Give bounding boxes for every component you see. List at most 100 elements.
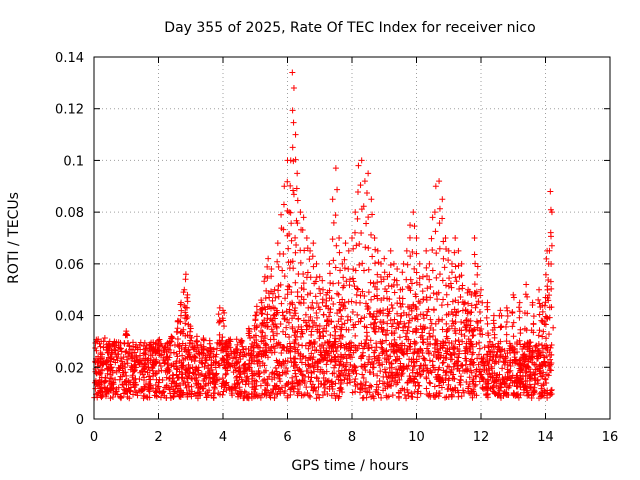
- data-point-band: [350, 324, 357, 331]
- x-axis-label: GPS time / hours: [291, 458, 408, 474]
- data-point-band: [251, 381, 258, 388]
- data-point: [271, 286, 278, 293]
- data-point-band: [489, 370, 496, 377]
- data-point-band: [450, 349, 457, 356]
- data-point-band: [213, 358, 220, 365]
- data-point-band: [382, 385, 389, 392]
- data-point-band: [216, 362, 223, 369]
- data-point: [339, 260, 346, 267]
- data-point-band: [195, 381, 202, 388]
- data-point-band: [108, 382, 115, 389]
- data-point-band: [157, 394, 164, 401]
- data-point-band: [240, 362, 247, 369]
- data-point-streak: [361, 293, 368, 300]
- data-point-band: [129, 339, 136, 346]
- data-point-band: [450, 387, 457, 394]
- data-point-band: [270, 343, 277, 350]
- data-point-streak: [351, 283, 358, 290]
- data-point-streak: [323, 322, 330, 329]
- data-point-band: [244, 373, 251, 380]
- data-point-band: [479, 358, 486, 365]
- data-point-streak: [411, 223, 418, 230]
- data-point: [410, 209, 417, 216]
- data-point-band: [306, 339, 313, 346]
- data-point-band: [151, 392, 158, 399]
- data-point-band: [238, 376, 245, 383]
- data-point-streak: [474, 271, 481, 278]
- data-point-band: [257, 382, 264, 389]
- data-point: [129, 364, 136, 371]
- data-point-streak: [425, 306, 432, 313]
- data-point-band: [222, 381, 229, 388]
- data-point-band: [330, 348, 337, 355]
- data-point-band: [242, 389, 249, 396]
- data-point-band: [291, 307, 298, 314]
- data-point-streak: [155, 337, 162, 344]
- data-point: [292, 131, 299, 138]
- data-point: [258, 299, 265, 306]
- data-point-band: [337, 344, 344, 351]
- data-point-band: [166, 386, 173, 393]
- data-point-band: [415, 388, 422, 395]
- data-point-band: [179, 352, 186, 359]
- data-point-streak: [332, 264, 339, 271]
- data-point-band: [497, 338, 504, 345]
- data-point-streak: [547, 278, 554, 285]
- data-point-band: [104, 349, 111, 356]
- data-point-band: [340, 371, 347, 378]
- data-point-band: [357, 384, 364, 391]
- data-point-band: [206, 387, 213, 394]
- data-point-band: [247, 352, 254, 359]
- data-point-streak: [290, 191, 297, 198]
- data-point-streak: [369, 211, 376, 218]
- data-point-streak: [345, 326, 352, 333]
- data-point-band: [366, 344, 373, 351]
- data-point-band: [214, 345, 221, 352]
- data-point-band: [320, 375, 327, 382]
- data-point: [95, 369, 102, 376]
- data-point-streak: [439, 316, 446, 323]
- data-point-streak: [391, 289, 398, 296]
- data-point-band: [94, 381, 101, 388]
- data-point-streak: [385, 282, 392, 289]
- data-point-band: [411, 389, 418, 396]
- data-point-band: [188, 356, 195, 363]
- data-point-streak: [330, 219, 337, 226]
- data-point-streak: [503, 338, 510, 345]
- data-point: [378, 260, 385, 267]
- data-point-band: [513, 340, 520, 347]
- data-point-streak: [200, 336, 207, 343]
- data-point-band: [462, 347, 469, 354]
- data-point-streak: [290, 119, 297, 126]
- data-point-band: [129, 354, 136, 361]
- data-point-streak: [509, 323, 516, 330]
- data-point-band: [374, 372, 381, 379]
- data-point-streak: [337, 267, 344, 274]
- data-point-streak: [472, 304, 479, 311]
- data-point: [432, 183, 439, 190]
- data-point-streak: [324, 316, 331, 323]
- data-point-band: [123, 356, 130, 363]
- data-point-streak: [334, 186, 341, 193]
- data-point-band: [183, 374, 190, 381]
- data-point-streak: [406, 304, 413, 311]
- data-point-streak: [396, 334, 403, 341]
- data-point-band: [543, 371, 550, 378]
- data-point-band: [107, 371, 114, 378]
- data-point-streak: [289, 299, 296, 306]
- data-point-streak: [483, 314, 490, 321]
- data-point-band: [201, 363, 208, 370]
- data-point-streak: [218, 337, 225, 344]
- data-point-band: [401, 342, 408, 349]
- data-point-band: [277, 390, 284, 397]
- data-point-band: [174, 366, 181, 373]
- data-point-band: [141, 384, 148, 391]
- data-point-band: [176, 357, 183, 364]
- data-point-band: [304, 390, 311, 397]
- data-point-band: [536, 361, 543, 368]
- data-point-streak: [327, 331, 334, 338]
- data-point-band: [143, 393, 150, 400]
- data-point-band: [105, 387, 112, 394]
- data-point-streak: [413, 305, 420, 312]
- data-point-band: [132, 382, 139, 389]
